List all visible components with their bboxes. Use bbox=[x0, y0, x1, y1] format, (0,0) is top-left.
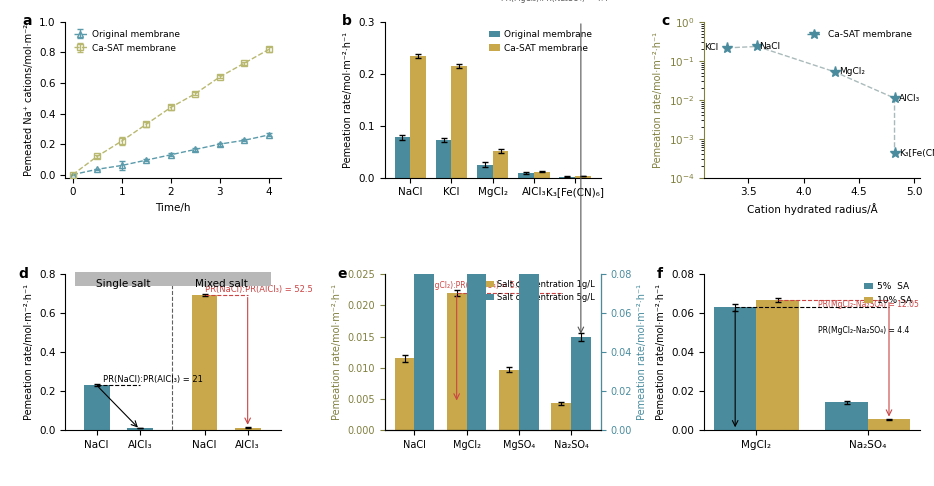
Y-axis label: Pemeated Na⁺ cations/mol·m⁻²: Pemeated Na⁺ cations/mol·m⁻² bbox=[23, 24, 34, 176]
Legend: Original membrane, Ca-SAT membrane: Original membrane, Ca-SAT membrane bbox=[70, 26, 183, 56]
Legend: Original membrane, Ca-SAT membrane: Original membrane, Ca-SAT membrane bbox=[486, 26, 596, 56]
Y-axis label: Pemeation rate/mol·m⁻²·h⁻¹: Pemeation rate/mol·m⁻²·h⁻¹ bbox=[637, 284, 647, 420]
Legend: Ca-SAT membrane: Ca-SAT membrane bbox=[803, 26, 915, 43]
Bar bbox=[518, 216, 539, 430]
Text: MgCl₂: MgCl₂ bbox=[840, 68, 865, 76]
Y-axis label: Pemeation rate/mol·m⁻²·h⁻¹: Pemeation rate/mol·m⁻²·h⁻¹ bbox=[332, 284, 342, 420]
Bar bbox=[575, 176, 591, 178]
Y-axis label: Pemeation rate/mol·m⁻²·h⁻¹: Pemeation rate/mol·m⁻²·h⁻¹ bbox=[343, 32, 353, 168]
Text: PR(MgCl₂):PR(Na₂SO₄) = 5.1: PR(MgCl₂):PR(Na₂SO₄) = 5.1 bbox=[416, 280, 522, 290]
Text: e: e bbox=[337, 266, 347, 280]
Bar bbox=[451, 66, 467, 178]
Bar bbox=[415, 157, 434, 430]
Bar bbox=[76, 272, 172, 286]
Text: PR(MgCl₂-Na₂SO₄) = 4.4: PR(MgCl₂-Na₂SO₄) = 4.4 bbox=[817, 326, 909, 335]
Bar bbox=[191, 295, 218, 430]
Text: PR(MgCl₂):PR(Na₂SO₄) = 4.4: PR(MgCl₂):PR(Na₂SO₄) = 4.4 bbox=[501, 0, 608, 2]
Bar bbox=[826, 402, 868, 430]
Bar bbox=[499, 370, 518, 430]
Text: Mixed salt: Mixed salt bbox=[195, 279, 248, 289]
Bar bbox=[394, 359, 415, 430]
Text: d: d bbox=[18, 266, 28, 280]
Text: Single salt: Single salt bbox=[96, 279, 151, 289]
Legend: Salt concentration 1g/L, Salt concentration 5g/L: Salt concentration 1g/L, Salt concentrat… bbox=[484, 278, 597, 304]
X-axis label: Time/h: Time/h bbox=[156, 203, 191, 213]
Bar bbox=[127, 428, 153, 430]
Bar bbox=[757, 299, 799, 430]
X-axis label: Cation hydrated radius/Å: Cation hydrated radius/Å bbox=[747, 203, 877, 215]
Bar bbox=[551, 403, 571, 430]
Bar bbox=[868, 419, 910, 430]
Text: c: c bbox=[661, 14, 670, 28]
Bar bbox=[467, 21, 487, 430]
Bar bbox=[446, 293, 467, 430]
Bar bbox=[559, 176, 575, 178]
Bar bbox=[534, 172, 549, 178]
Legend: 5%  SA, 10% SA: 5% SA, 10% SA bbox=[860, 279, 915, 309]
Text: PR(NaCl):PR(AlCl₃) = 21: PR(NaCl):PR(AlCl₃) = 21 bbox=[104, 375, 203, 384]
Y-axis label: Pemeation rate/mol·m⁻²·h⁻¹: Pemeation rate/mol·m⁻²·h⁻¹ bbox=[23, 284, 34, 420]
Bar bbox=[518, 173, 534, 178]
Y-axis label: Pemeation rate/mol·m⁻²·h⁻¹: Pemeation rate/mol·m⁻²·h⁻¹ bbox=[653, 32, 663, 168]
Bar bbox=[394, 137, 410, 178]
Text: PR(NaCl):PR(AlCl₃) = 52.5: PR(NaCl):PR(AlCl₃) = 52.5 bbox=[205, 285, 313, 294]
Bar bbox=[477, 165, 493, 178]
Text: NaCl: NaCl bbox=[759, 42, 781, 51]
Text: a: a bbox=[22, 14, 32, 28]
Bar bbox=[410, 56, 426, 178]
Bar bbox=[436, 140, 451, 178]
Text: b: b bbox=[342, 14, 351, 28]
Bar bbox=[84, 385, 109, 430]
Bar bbox=[571, 337, 591, 430]
Text: AlCl₃: AlCl₃ bbox=[899, 94, 920, 103]
Text: PR(MgCl₂-Na₂SO₄) = 12.05: PR(MgCl₂-Na₂SO₄) = 12.05 bbox=[817, 300, 918, 310]
Text: KCl: KCl bbox=[704, 43, 718, 52]
Bar bbox=[714, 308, 757, 430]
Text: K₃[Fe(CN)₆]: K₃[Fe(CN)₆] bbox=[899, 149, 934, 158]
Text: f: f bbox=[657, 266, 663, 280]
Bar bbox=[172, 272, 272, 286]
Bar bbox=[493, 151, 508, 178]
Bar bbox=[234, 428, 261, 430]
Y-axis label: Pemeation rate/mol·m⁻²·h⁻¹: Pemeation rate/mol·m⁻²·h⁻¹ bbox=[656, 284, 666, 420]
